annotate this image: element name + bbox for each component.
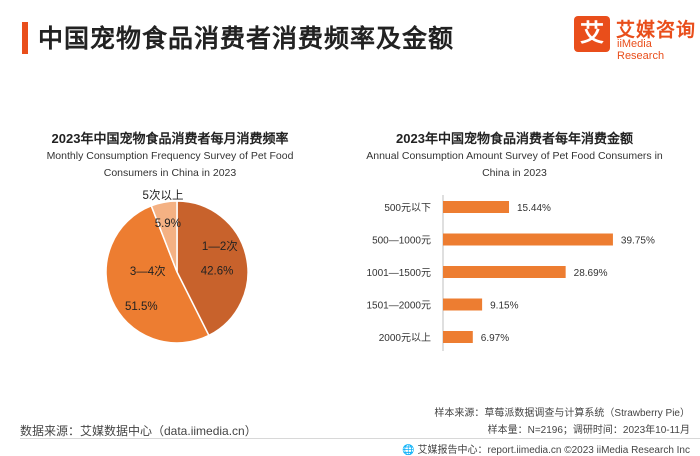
bar-category-label: 2000元以上 <box>379 332 431 344</box>
logo-text-cn: 艾媒咨询 <box>616 20 697 41</box>
title-accent-bar <box>22 22 28 54</box>
bar-subtitle-line2: China in 2023 <box>482 167 547 179</box>
logo-text-en: iiMedia Research <box>617 38 665 62</box>
sample-size: 样本量：N=2196；调研时间：2023年10-11月 <box>487 425 690 436</box>
bar-value-label: 6.97% <box>481 333 509 344</box>
pie-slice-3-4 <box>105 204 210 344</box>
bar-chart-subtitle: Annual Consumption Amount Survey of Pet … <box>362 148 667 182</box>
pie-slice-5-plus <box>150 200 178 273</box>
pie-category-label: 1—2次 <box>202 239 238 253</box>
pie-category-label: 3—4次 <box>130 264 166 278</box>
report-center: 🌐 艾媒报告中心：report.iimedia.cn ©2023 iiMedia… <box>402 441 690 456</box>
pie-category-label: 5次以上 <box>143 188 184 202</box>
bar <box>443 201 510 213</box>
pie-value-label: 42.6% <box>201 266 234 278</box>
pie-value-label: 51.5% <box>125 301 158 313</box>
page-title: 中国宠物食品消费者消费频率及金额 <box>38 25 455 53</box>
pie-chart-title: 2023年中国宠物食品消费者每月消费频率 <box>51 131 289 146</box>
bar <box>443 266 566 278</box>
bar-category-label: 500元以下 <box>384 203 431 214</box>
bar <box>443 298 483 311</box>
pie-slice-1-2 <box>176 200 249 337</box>
bar-value-label: 39.75% <box>621 236 655 247</box>
logo-mark: 艾 <box>574 16 610 52</box>
pie-subtitle-line2: Consumers in China in 2023 <box>103 167 237 179</box>
pie-value-label: 5.9% <box>155 218 181 230</box>
bar-category-label: 500—1000元 <box>372 236 431 247</box>
data-source: 数据来源：艾媒数据中心（data.iimedia.cn） <box>20 424 257 438</box>
bar-value-label: 15.44% <box>517 203 551 214</box>
bar-chart-title: 2023年中国宠物食品消费者每年消费金额 <box>396 131 633 146</box>
sample-source: 样本来源：草莓派数据调查与计算系统（Strawberry Pie） <box>434 408 690 419</box>
bar-category-label: 1501—2000元 <box>367 301 432 312</box>
bar-value-label: 28.69% <box>574 268 608 279</box>
globe-icon: 🌐 <box>402 445 415 456</box>
pie-chart-subtitle: Monthly Consumption Frequency Survey of … <box>20 148 320 182</box>
bar <box>443 331 473 343</box>
report-center-text: 艾媒报告中心：report.iimedia.cn ©2023 iiMedia R… <box>417 445 690 456</box>
bar-subtitle-line1: Annual Consumption Amount Survey of Pet … <box>366 150 663 162</box>
pie-subtitle-line1: Monthly Consumption Frequency Survey of … <box>46 150 294 162</box>
bar <box>443 233 613 246</box>
bar-category-label: 1001—1500元 <box>367 268 432 279</box>
bar-value-label: 9.15% <box>490 301 518 312</box>
footer-divider <box>20 438 700 439</box>
